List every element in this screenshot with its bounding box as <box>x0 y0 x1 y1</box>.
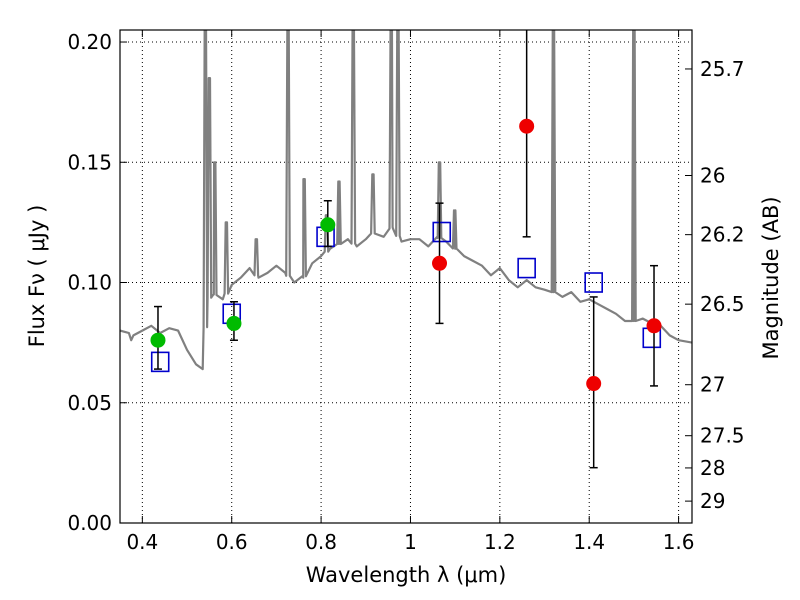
x-tick-label: 0.8 <box>305 530 337 554</box>
y-tick-label: 0.00 <box>67 511 112 535</box>
right-tick-label: 25.7 <box>700 57 745 81</box>
right-tick-label: 26.5 <box>700 292 745 316</box>
y-tick-label: 0.20 <box>67 30 112 54</box>
x-tick-label: 0.6 <box>216 530 248 554</box>
model-square <box>432 221 452 243</box>
right-tick-label: 26.2 <box>700 223 745 247</box>
template-spectrum <box>120 30 692 371</box>
green-data-point <box>320 217 336 233</box>
red-data-point <box>519 118 535 134</box>
y-tick-label: 0.10 <box>67 271 112 295</box>
red-data-point <box>432 255 448 271</box>
red-data-point <box>646 318 662 334</box>
red-data-point <box>586 376 602 392</box>
right-tick-label: 27 <box>700 373 725 397</box>
x-tick-label: 1.2 <box>484 530 516 554</box>
x-tick-label: 0.4 <box>126 530 158 554</box>
green-data-point <box>150 332 166 348</box>
right-tick-label: 26 <box>700 163 725 187</box>
green-data-point <box>226 315 242 331</box>
right-tick-label: 29 <box>700 489 725 513</box>
right-axis-ticks: 25.7 26 26.2 26.5 27 27.5 28 29 <box>685 57 745 513</box>
plot-frame <box>119 29 693 524</box>
x-tick-label: 1 <box>404 530 417 554</box>
model-squares <box>150 221 662 373</box>
x-tick-label: 1.4 <box>573 530 605 554</box>
y-tick-label: 0.15 <box>67 150 112 174</box>
y-axis-ticks: 0.00 0.05 0.10 0.15 0.20 <box>67 30 127 535</box>
right-tick-label: 28 <box>700 456 725 480</box>
model-square <box>584 272 603 293</box>
y-axis-label: Flux Fν ( μJy ) <box>25 205 49 348</box>
x-axis-label: Wavelength λ (μm) <box>306 563 507 587</box>
observed-points <box>150 118 662 392</box>
model-square <box>517 257 536 279</box>
right-axis-label: Magnitude (AB) <box>759 196 783 359</box>
y-tick-label: 0.05 <box>67 391 112 415</box>
right-tick-label: 27.5 <box>700 424 745 448</box>
model-square <box>150 351 170 373</box>
x-axis-ticks: 0.4 0.6 0.8 1 1.2 1.4 1.6 <box>126 30 695 554</box>
x-tick-label: 1.6 <box>663 530 695 554</box>
template-line <box>120 30 692 371</box>
